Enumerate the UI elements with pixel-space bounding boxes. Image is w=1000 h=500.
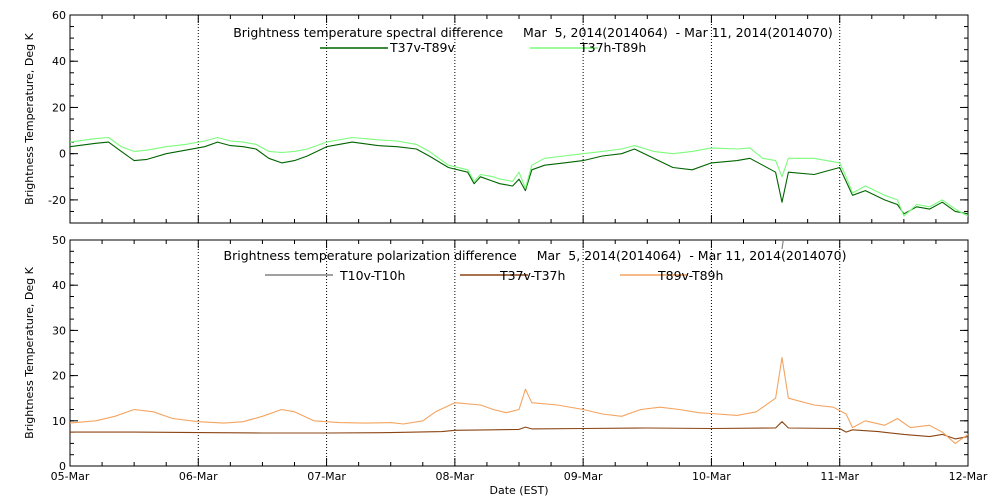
top-ytick-label: 20 [52, 101, 66, 114]
top-y-axis: -20 0 20 40 60 [48, 9, 968, 224]
bottom-y-axis-label: Brightness Temperature, Deg K [23, 266, 36, 438]
bottom-series-lines [69, 239, 969, 444]
x-tick-label-05-mar: 05-Mar [51, 470, 90, 483]
top-chart-title: Brightness temperature spectral differen… [233, 25, 833, 40]
bot-ytick-label: 0 [59, 460, 66, 473]
bot-ytick-label: 40 [52, 279, 66, 292]
x-tick-label-08-mar: 08-Mar [435, 470, 474, 483]
bot-ytick-label: 10 [52, 415, 66, 428]
x-tick-label-09-mar: 09-Mar [564, 470, 603, 483]
bottom-chart-title: Brightness temperature polarization diff… [224, 248, 847, 263]
top-series-lines [69, 136, 969, 217]
top-ytick-label: 60 [52, 9, 66, 22]
top-y-axis-label: Brightness Temperature, Deg K [23, 32, 36, 204]
bottom-x-axis: 05-Mar 06-Mar 07-Mar 08-Mar 09-Mar 10-Mar 11-M… [51, 240, 988, 483]
top-plot-frame [69, 14, 969, 224]
bottom-y-axis: 0 10 20 30 40 50 [52, 234, 968, 473]
x-tick-label-10-mar: 10-Mar [692, 470, 731, 483]
x-tick-label-12-mar: 12-Mar [949, 470, 988, 483]
series-line-t37h-t89h [69, 136, 969, 217]
x-tick-label-06-mar: 06-Mar [179, 470, 218, 483]
top-ytick-label: -20 [48, 194, 66, 207]
bottom-legend-label-t37v-t37h: T37v-T37h [499, 268, 565, 283]
series-line-t37v-t89v [69, 141, 969, 215]
bottom-legend-label-t89v-t89h: T89v-T89h [657, 268, 723, 283]
top-ytick-label: 40 [52, 55, 66, 68]
bot-ytick-label: 50 [52, 234, 66, 247]
bottom-legend: T10v-T10h T37v-T37h T89v-T89h [265, 268, 723, 283]
series-line-t37v-t37h [70, 421, 969, 440]
spectral-difference-panel: -20 0 20 40 60 Brightness temperature spectr… [23, 9, 969, 224]
top-legend: T37v-T89v T37h-T89h [320, 40, 646, 55]
bot-ytick-label: 20 [52, 370, 66, 383]
top-x-axis [69, 15, 969, 223]
bottom-legend-label-t10v-t10h: T10v-T10h [339, 268, 405, 283]
top-legend-label-t37v-t89v: T37v-T89v [389, 40, 456, 55]
bot-ytick-label: 30 [52, 324, 66, 337]
polarization-difference-panel: 0 10 20 30 40 50 05-Mar 06-Mar 07-Mar 08-Mar 09-M… [23, 234, 988, 497]
top-ytick-label: 0 [59, 148, 66, 161]
x-tick-label-11-mar: 11-Mar [820, 470, 859, 483]
x-tick-label-07-mar: 07-Mar [307, 470, 346, 483]
series-line-t89v-t89h [69, 356, 969, 444]
top-vertical-gridlines [197, 15, 841, 223]
series-line-t10v-t10h [781, 239, 784, 250]
top-legend-label-t37h-t89h: T37h-T89h [579, 40, 646, 55]
x-axis-label: Date (EST) [489, 484, 548, 497]
